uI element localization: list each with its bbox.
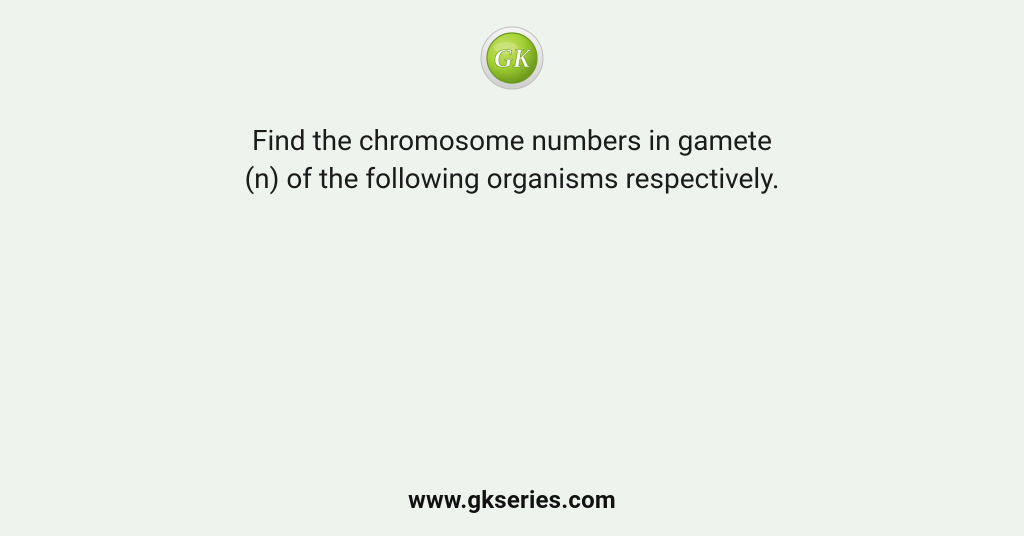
footer-url: www.gkseries.com: [0, 486, 1024, 514]
question-line-2: (n) of the following organisms respectiv…: [245, 162, 780, 195]
gk-logo-icon: GK: [480, 26, 544, 90]
footer-url-text: www.gkseries.com: [408, 486, 616, 514]
svg-text:GK: GK: [494, 44, 532, 73]
question-line-1: Find the chromosome numbers in gamete: [252, 124, 772, 157]
question-text: Find the chromosome numbers in gamete (n…: [245, 122, 780, 198]
gk-logo-badge: GK: [480, 26, 544, 90]
